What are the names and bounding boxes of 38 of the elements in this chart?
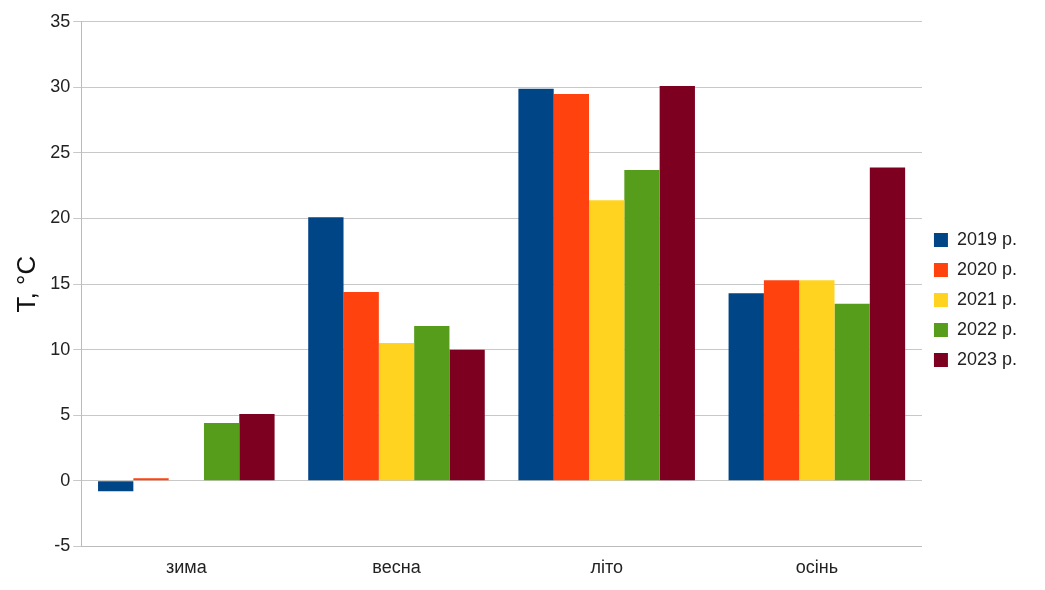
- y-tick-label: -5: [54, 535, 71, 556]
- bar: [414, 326, 450, 481]
- bar: [553, 93, 590, 481]
- y-tick-label: 10: [50, 338, 71, 359]
- legend-label: 2022 р.: [956, 318, 1018, 339]
- y-axis-title: T, °C: [10, 255, 41, 313]
- y-tick-label: 0: [60, 469, 71, 490]
- y-tick-label: 5: [60, 404, 71, 425]
- bar: [239, 413, 275, 481]
- y-tick-label: 20: [50, 207, 71, 228]
- bar: [308, 217, 344, 481]
- x-tick-label: зима: [165, 557, 208, 578]
- legend-label: 2019 р.: [956, 228, 1018, 249]
- y-tick-label: 25: [50, 141, 71, 162]
- bar: [589, 200, 625, 481]
- y-tick-label: 15: [50, 273, 71, 294]
- legend-label: 2020 р.: [956, 258, 1018, 279]
- bar: [378, 343, 415, 481]
- bar: [728, 293, 764, 481]
- x-tick-label: осінь: [795, 557, 839, 578]
- bar: [624, 170, 660, 481]
- bar: [133, 478, 169, 481]
- bar: [763, 280, 800, 481]
- legend-label: 2021 р.: [956, 288, 1018, 309]
- bar: [98, 481, 134, 492]
- bar: [869, 167, 906, 481]
- bar: [343, 291, 379, 481]
- bar: [659, 86, 695, 481]
- bar: [203, 423, 240, 481]
- bar: [834, 303, 870, 481]
- y-tick-label: 35: [50, 10, 71, 31]
- legend-label: 2023 р.: [956, 348, 1018, 369]
- bar: [518, 88, 554, 481]
- x-tick-label: весна: [372, 557, 422, 578]
- bar: [799, 280, 835, 481]
- bar: [449, 349, 485, 481]
- x-tick-label: літо: [590, 557, 623, 578]
- y-tick-label: 30: [50, 76, 71, 97]
